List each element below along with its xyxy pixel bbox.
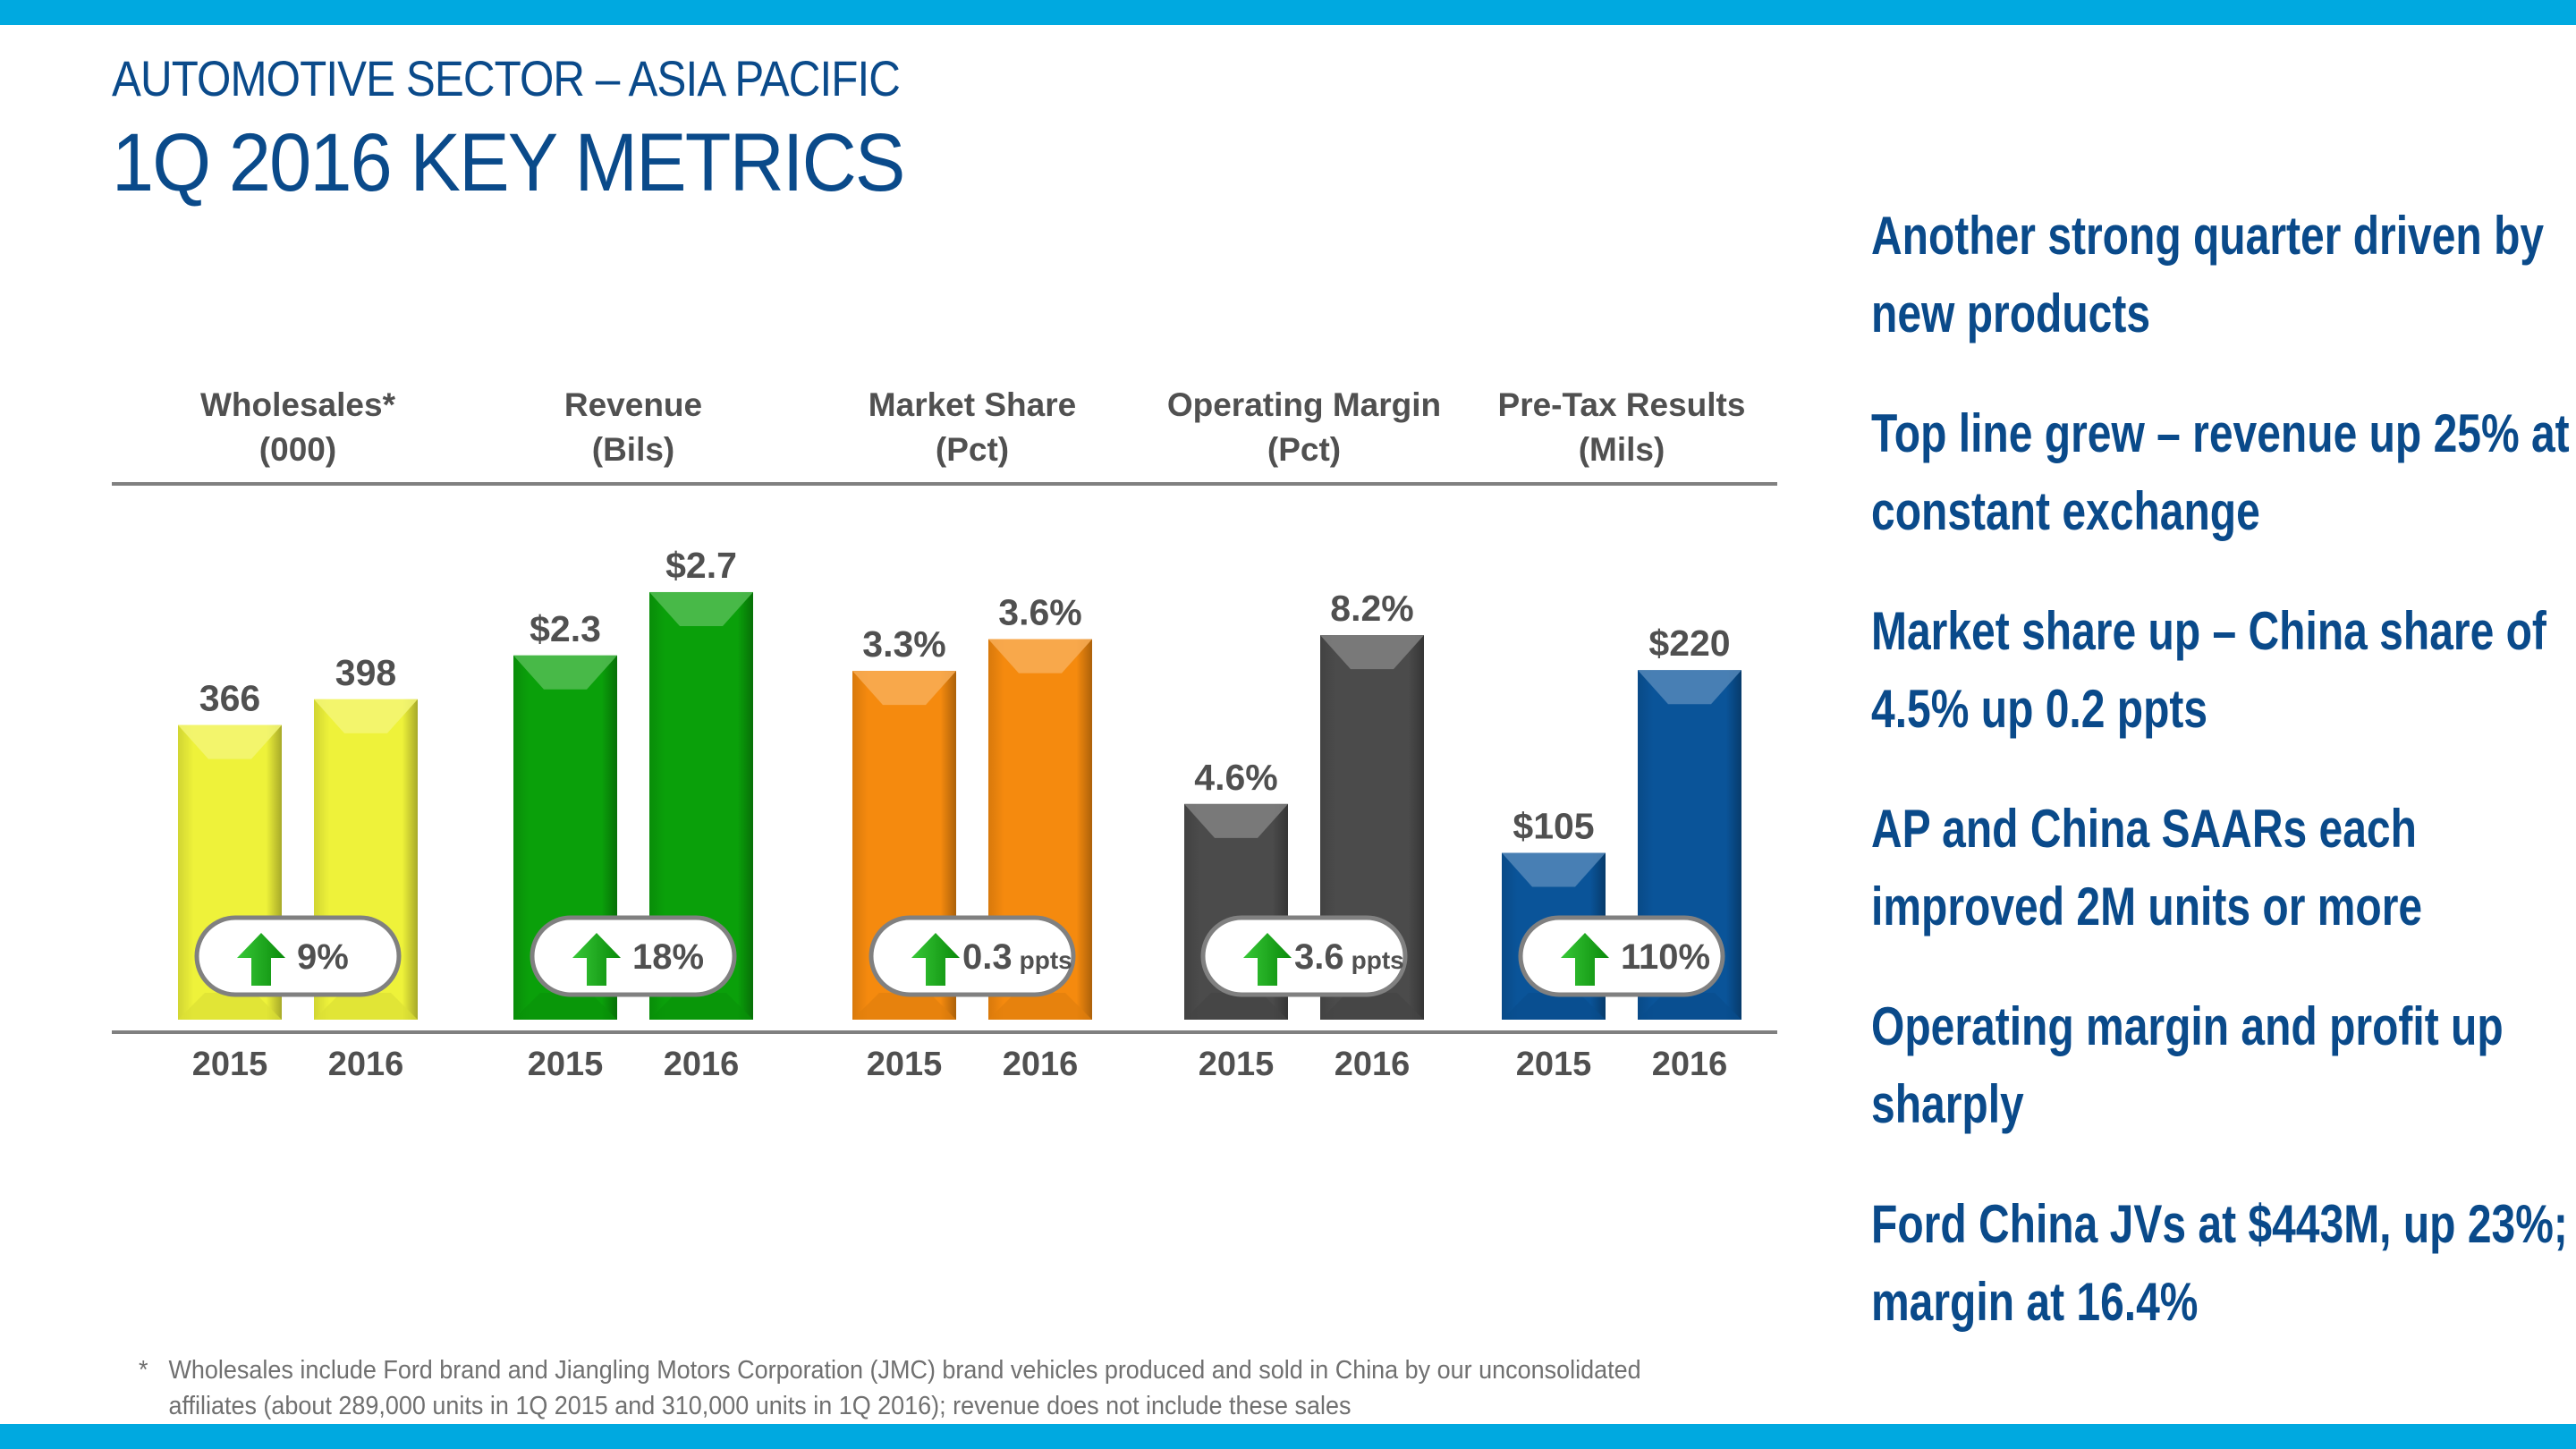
bar-bevel <box>513 655 617 690</box>
bar-bevel <box>1184 993 1288 1020</box>
bar-bevel <box>178 993 282 1020</box>
bar-value-label: 366 <box>199 678 260 719</box>
highlight-item: Market share up – China share of 4.5% up… <box>1871 601 2546 739</box>
panel-unit: (Bils) <box>592 431 675 468</box>
footnote-text: Wholesales include Ford brand and Jiangl… <box>168 1356 1641 1420</box>
year-tick-label: 2015 <box>1199 1046 1275 1083</box>
year-tick-label: 2015 <box>528 1046 604 1083</box>
year-tick-label: 2016 <box>664 1046 740 1083</box>
panel-operating-margin: Operating Margin (Pct) 4.6% 2015 8.2% 2016 3.6… <box>1167 386 1441 1083</box>
change-badge: 3.6 ppts <box>1200 915 1408 997</box>
highlights-list: Another strong quarter driven by new pro… <box>1871 197 2570 1383</box>
footnote-marker: * <box>139 1356 148 1385</box>
year-tick-label: 2015 <box>1516 1046 1592 1083</box>
panel-title: Market Share <box>869 386 1076 423</box>
bar-bevel <box>1184 803 1288 838</box>
year-tick-label: 2015 <box>192 1046 268 1083</box>
highlight-item: AP and China SAARs each improved 2M unit… <box>1871 799 2423 936</box>
change-value: 9% <box>297 937 349 977</box>
bar-bevel <box>649 591 753 626</box>
panel-unit: (Mils) <box>1579 431 1665 468</box>
up-arrow-icon <box>911 933 960 986</box>
bar-bevel <box>1502 993 1606 1020</box>
bar-bevel <box>178 724 282 759</box>
panel-revenue: Revenue (Bils) $2.3 2015 $2.7 2016 18% <box>513 386 753 1083</box>
change-value: 0.3 ppts <box>962 937 1072 977</box>
panel-unit: (Pct) <box>936 431 1009 468</box>
year-tick-label: 2016 <box>1003 1046 1079 1083</box>
panel-title: Pre-Tax Results <box>1498 386 1746 423</box>
key-metrics-chart: Wholesales* (000) 366 2015 398 2016 9% Revenue (… <box>112 386 1777 1083</box>
footnote: * Wholesales include Ford brand and Jian… <box>139 1352 1719 1424</box>
bar-value-label: 3.3% <box>862 623 945 665</box>
highlight-item: Operating margin and profit up sharply <box>1871 996 2504 1134</box>
top-accent-band <box>0 0 2576 25</box>
bar-bevel <box>1320 993 1424 1020</box>
bar-bevel <box>649 993 753 1020</box>
bar-value-label: 8.2% <box>1330 588 1413 629</box>
panel-title: Wholesales* <box>200 386 396 423</box>
up-arrow-icon <box>572 933 621 986</box>
up-arrow-icon <box>1243 933 1292 986</box>
highlight-item: Top line grew – revenue up 25% at consta… <box>1871 403 2570 541</box>
panel-title: Operating Margin <box>1167 386 1441 423</box>
bar-value-label: $2.3 <box>530 608 601 649</box>
bar-bevel <box>1638 993 1741 1020</box>
panel-unit: (Pct) <box>1267 431 1341 468</box>
bar-bevel <box>513 993 617 1020</box>
bar-value-label: $105 <box>1513 805 1594 846</box>
bar-bevel <box>988 993 1092 1020</box>
bar-value-label: 3.6% <box>998 592 1081 633</box>
panel-unit: (000) <box>259 431 336 468</box>
bar-value-label: $220 <box>1648 623 1730 664</box>
section-subtitle: AUTOMOTIVE SECTOR – ASIA PACIFIC <box>112 50 901 106</box>
panel-title: Revenue <box>564 386 702 423</box>
bar-value-label: 398 <box>335 652 396 693</box>
bar-bevel <box>1320 635 1424 670</box>
bar-value-label: $2.7 <box>665 545 737 586</box>
change-badge: 110% <box>1518 915 1725 997</box>
bar-bevel <box>852 671 956 706</box>
up-arrow-icon <box>237 933 285 986</box>
bar-bevel <box>314 699 418 733</box>
panel-market-share: Market Share (Pct) 3.3% 2015 3.6% 2016 0.3 ppts <box>852 386 1092 1083</box>
change-value: 18% <box>632 937 704 977</box>
change-value: 3.6 ppts <box>1294 937 1404 977</box>
bar-value-label: 4.6% <box>1194 757 1277 798</box>
change-badge: 18% <box>530 915 737 997</box>
change-value: 110% <box>1621 937 1710 977</box>
change-badge: 9% <box>194 915 402 997</box>
bar-bevel <box>988 639 1092 674</box>
bar-bevel <box>852 993 956 1020</box>
change-badge: 0.3 ppts <box>869 915 1076 997</box>
bar-bevel <box>1638 670 1741 705</box>
year-tick-label: 2015 <box>867 1046 943 1083</box>
year-tick-label: 2016 <box>328 1046 404 1083</box>
bar-bevel <box>314 993 418 1020</box>
highlight-item: Another strong quarter driven by new pro… <box>1871 206 2545 343</box>
year-tick-label: 2016 <box>1652 1046 1728 1083</box>
year-tick-label: 2016 <box>1335 1046 1411 1083</box>
bar-bevel <box>1502 852 1606 887</box>
panel-wholesales: Wholesales* (000) 366 2015 398 2016 9% <box>178 386 418 1083</box>
page-title: 1Q 2016 KEY METRICS <box>112 117 905 208</box>
bottom-accent-band <box>0 1424 2576 1449</box>
up-arrow-icon <box>1561 933 1609 986</box>
highlight-item: Ford China JVs at $443M, up 23%; margin … <box>1871 1194 2568 1332</box>
panel-pre-tax-results: Pre-Tax Results (Mils) $105 2015 $220 2016 110… <box>1498 386 1746 1083</box>
